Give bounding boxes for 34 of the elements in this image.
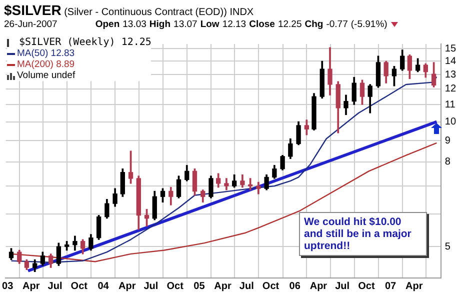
annotation: Volume undef (17, 70, 76, 81)
x-tick-label: Oct (262, 280, 280, 292)
y-tick-label: 10 (444, 116, 456, 128)
x-tick-label: Jul (144, 280, 158, 292)
x-tick-label: 06 (289, 280, 301, 292)
x-tick-label: Apr (310, 280, 328, 292)
x-tick-label: Apr (22, 280, 40, 292)
x-tick-label: Jul (335, 280, 350, 292)
chart-title: $SILVER (Silver - Continuous Contract (EOD)) INDX (4, 2, 254, 18)
x-tick-label: Apr (214, 280, 232, 292)
y-tick-label: 5 (444, 241, 451, 252)
x-tick-label: Jul (239, 280, 254, 292)
x-tick-label: Apr (406, 280, 423, 292)
y-tick-label: 9 (444, 135, 451, 146)
x-tick-label: Oct (70, 280, 88, 292)
x-tick-label: Apr (118, 280, 136, 292)
y-tick-label: 15 (444, 43, 456, 54)
x-tick-label: 03 (2, 280, 14, 292)
annotation: We could hit $10.00 and still be in a major uptrend!! (299, 212, 427, 256)
text: 26-Jun-2007 Open 13.03 High 13.07 Low 12.13 Close 12.25 Chg -0.77 (-5.91%) (4, 19, 388, 30)
x-tick-label: 07 (384, 280, 397, 292)
x-tick-label: Oct (358, 280, 376, 292)
y-tick-label: 13 (444, 69, 456, 80)
legend-label: MA(200) 8.89 (17, 59, 75, 70)
text: $SILVER (Weekly) 12.25 (19, 37, 152, 48)
y-tick-label: 11 (444, 99, 456, 110)
x-tick-label: 04 (98, 280, 110, 292)
legend-label: MA(50) 12.83 (17, 48, 75, 59)
y-tick-label: 8 (444, 156, 451, 168)
x-tick-label: Jul (48, 280, 62, 292)
x-tick-label: Oct (166, 280, 184, 292)
y-tick-label: 12 (444, 84, 456, 95)
y-tick-label: 14 (444, 56, 456, 67)
x-tick-label: 05 (194, 280, 206, 292)
